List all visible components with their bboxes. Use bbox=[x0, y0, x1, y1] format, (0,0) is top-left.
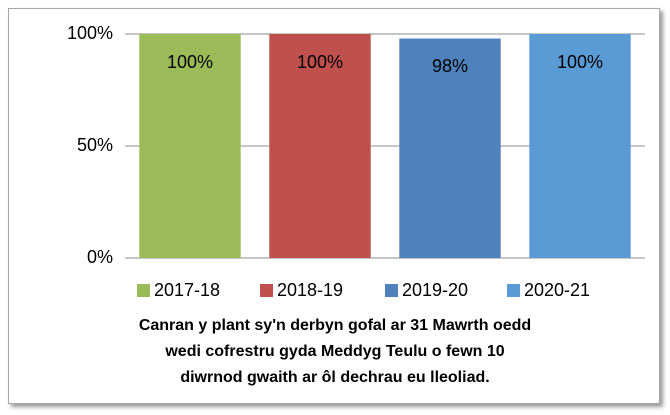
bar bbox=[139, 34, 241, 258]
data-label: 100% bbox=[557, 52, 603, 72]
legend-label: 2019-20 bbox=[402, 280, 468, 300]
y-tick-label: 100% bbox=[67, 23, 113, 43]
bar bbox=[399, 38, 501, 259]
data-label: 100% bbox=[297, 52, 343, 72]
legend-label: 2017-18 bbox=[154, 280, 220, 300]
chart-title: Canran y plant sy'n derbyn gofal ar 31 M… bbox=[138, 317, 532, 386]
legend-label: 2020-21 bbox=[524, 280, 590, 300]
legend-swatch bbox=[137, 284, 150, 297]
data-label: 98% bbox=[432, 56, 468, 76]
bar bbox=[529, 34, 631, 258]
legend-label: 2018-19 bbox=[277, 280, 343, 300]
y-tick-label: 50% bbox=[77, 135, 113, 155]
legend-swatch bbox=[507, 284, 520, 297]
y-tick-label: 0% bbox=[87, 247, 113, 267]
legend-swatch bbox=[385, 284, 398, 297]
data-label: 100% bbox=[167, 52, 213, 72]
bar bbox=[269, 34, 371, 258]
legend-swatch bbox=[260, 284, 273, 297]
